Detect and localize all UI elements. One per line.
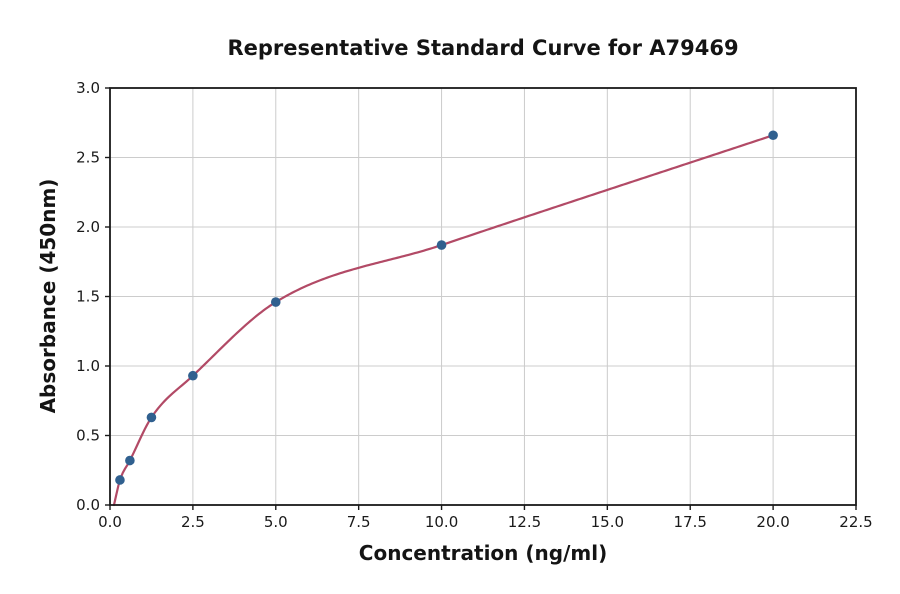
chart-title: Representative Standard Curve for A79469 [227, 36, 739, 60]
y-tick-label: 0.0 [76, 496, 100, 514]
x-tick-label: 0.0 [98, 513, 122, 531]
x-tick-label: 7.5 [347, 513, 371, 531]
data-point [270, 297, 281, 307]
x-tick-label: 12.5 [508, 513, 541, 531]
x-tick-label: 15.0 [591, 513, 624, 531]
y-tick-label: 2.0 [76, 218, 100, 236]
data-point [125, 455, 135, 466]
data-point [146, 412, 157, 423]
y-tick-label: 2.5 [76, 149, 100, 167]
x-tick-label: 17.5 [674, 513, 707, 531]
x-tick-label: 2.5 [181, 513, 205, 531]
data-point [188, 370, 198, 381]
y-tick-label: 1.5 [76, 288, 100, 306]
x-tick-label: 20.0 [756, 513, 789, 531]
x-tick-label: 5.0 [264, 513, 288, 531]
x-axis-label: Concentration (ng/ml) [358, 541, 608, 565]
x-tick-label: 10.0 [425, 513, 458, 531]
plot-border [109, 87, 857, 506]
fit-curve [112, 134, 775, 507]
y-tick-label: 0.5 [76, 427, 100, 445]
x-tick-label: 22.5 [839, 513, 872, 531]
y-tick-label: 1.0 [76, 357, 100, 375]
data-point [115, 475, 125, 485]
data-point [436, 240, 447, 250]
y-tick-label: 3.0 [76, 79, 100, 97]
data-point [768, 130, 778, 141]
